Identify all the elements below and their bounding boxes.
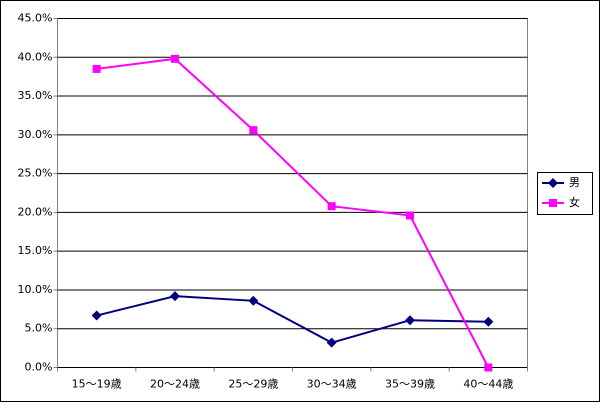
x-tick-label: 40～44歳 xyxy=(463,378,513,391)
data-point xyxy=(91,310,102,321)
data-point xyxy=(326,337,337,348)
plot-area xyxy=(57,18,528,368)
x-tick-label: 20～24歳 xyxy=(150,378,200,391)
data-point xyxy=(483,316,494,327)
legend-marker xyxy=(549,199,557,207)
data-point xyxy=(170,291,180,302)
data-point xyxy=(171,54,179,63)
x-tick-label: 35～39歳 xyxy=(385,378,435,391)
y-tick-label: 15.0% xyxy=(18,244,53,257)
data-point xyxy=(248,295,259,306)
data-point xyxy=(484,363,493,372)
data-point xyxy=(92,64,101,73)
y-tick-label: 40.0% xyxy=(18,50,53,63)
data-point xyxy=(405,315,415,326)
legend-marker xyxy=(548,178,558,188)
data-point xyxy=(327,202,336,211)
y-tick-label: 30.0% xyxy=(18,128,53,141)
y-tick-label: 20.0% xyxy=(18,205,53,218)
y-tick-label: 5.0% xyxy=(25,322,53,335)
y-tick-label: 35.0% xyxy=(18,89,53,102)
y-tick-label: 25.0% xyxy=(18,167,53,180)
y-tick-label: 10.0% xyxy=(18,283,53,296)
x-tick-label: 25～29歳 xyxy=(228,378,278,391)
y-tick-label: 0.0% xyxy=(25,361,53,374)
x-tick-label: 30～34歳 xyxy=(307,378,357,391)
x-tick-label: 15～19歳 xyxy=(72,378,122,391)
legend-label: 女 xyxy=(569,195,580,209)
legend-box xyxy=(537,172,593,215)
data-point xyxy=(406,211,414,220)
data-point xyxy=(249,126,258,135)
legend-label: 男 xyxy=(569,176,580,189)
series-line xyxy=(96,57,490,368)
y-tick-label: 45.0% xyxy=(18,12,53,25)
series-line xyxy=(96,295,489,344)
